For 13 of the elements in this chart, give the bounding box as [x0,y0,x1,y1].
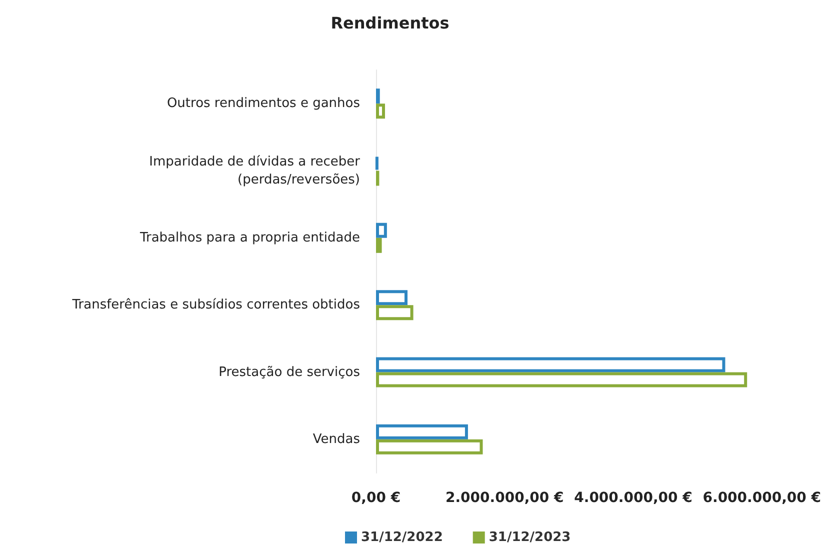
legend-label: 31/12/2022 [361,530,443,545]
legend-label: 31/12/2023 [488,530,571,545]
y-tick-label: Prestação de serviços [218,364,360,380]
x-tick-label: 4.000.000,00 € [574,490,692,506]
y-tick-label: Imparidade de dívidas a receber (perdas/reversões) [149,154,361,188]
y-tick-label: Trabalhos para a propria entidade [138,230,360,246]
y-tick-label: Transferências e subsídios correntes obtidos [71,298,360,313]
x-tick-label: 0,00 € [351,490,401,506]
y-tick-label: Outros rendimentos e ganhos [166,96,360,112]
x-tick-label: 6.000.000,00 € [702,490,822,506]
y-tick-label: Vendas [312,432,360,447]
chart-title: Rendimentos [330,14,450,32]
x-tick-label: 2.000.000,00 € [446,490,564,506]
